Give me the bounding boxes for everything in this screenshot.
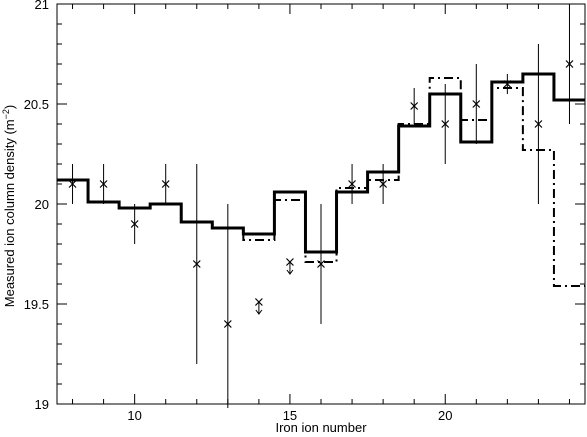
- y-tick-label: 20: [35, 197, 49, 212]
- data-point: [192, 260, 201, 268]
- y-tick-label: 21: [35, 0, 49, 12]
- y-tick-label: 19.5: [24, 297, 49, 312]
- data-point-stroke: [317, 260, 325, 268]
- data-point: [130, 220, 139, 228]
- data-point-stroke: [223, 320, 232, 328]
- data-point: [348, 180, 356, 188]
- x-axis-label: Iron ion number: [275, 420, 367, 435]
- data-point-stroke: [192, 260, 201, 268]
- data-point: [410, 102, 419, 110]
- data-point: [99, 180, 108, 188]
- data-point: [223, 320, 232, 328]
- data-point-stroke: [441, 120, 450, 128]
- data-point: [68, 180, 77, 188]
- data-point-stroke: [348, 180, 356, 188]
- y-axis-label-main: Measured ion column density (m: [2, 119, 17, 307]
- data-point-stroke: [379, 180, 388, 188]
- y-axis-label: Measured ion column density (m−2): [1, 105, 17, 307]
- data-point-stroke: [534, 120, 543, 128]
- data-point: [317, 260, 325, 268]
- data-point: [472, 100, 481, 108]
- data-point-stroke: [130, 220, 139, 228]
- y-tick-label: 20.5: [24, 97, 49, 112]
- data-point: [441, 120, 450, 128]
- data-point-stroke: [565, 60, 574, 68]
- chart-marks: [57, 4, 585, 408]
- data-point: [534, 120, 543, 128]
- upper-limit-arrow-head: [286, 269, 294, 275]
- x-tick-label: 20: [438, 408, 452, 423]
- data-point-stroke: [161, 180, 170, 188]
- data-point: [379, 180, 388, 188]
- chart-axes: 10 15 20 19 19.5 20 20.5 21: [24, 0, 586, 423]
- data-point-stroke: [503, 80, 512, 88]
- data-point: [565, 60, 574, 68]
- upper-limit-arrow-head: [255, 309, 263, 315]
- data-point-stroke: [99, 180, 108, 188]
- upper-limit-point: [254, 298, 263, 315]
- y-axis-label-exponent: −2: [1, 109, 11, 119]
- data-point-stroke: [68, 180, 77, 188]
- y-axis-label-close: ): [2, 105, 17, 109]
- upper-limit-point: [286, 258, 294, 275]
- data-point: [503, 80, 512, 88]
- data-point-stroke: [472, 100, 481, 108]
- data-point: [161, 180, 170, 188]
- data-point-stroke: [410, 102, 419, 110]
- y-tick-label: 19: [35, 397, 49, 412]
- x-tick-label: 15: [283, 408, 297, 423]
- x-tick-label: 10: [127, 408, 141, 423]
